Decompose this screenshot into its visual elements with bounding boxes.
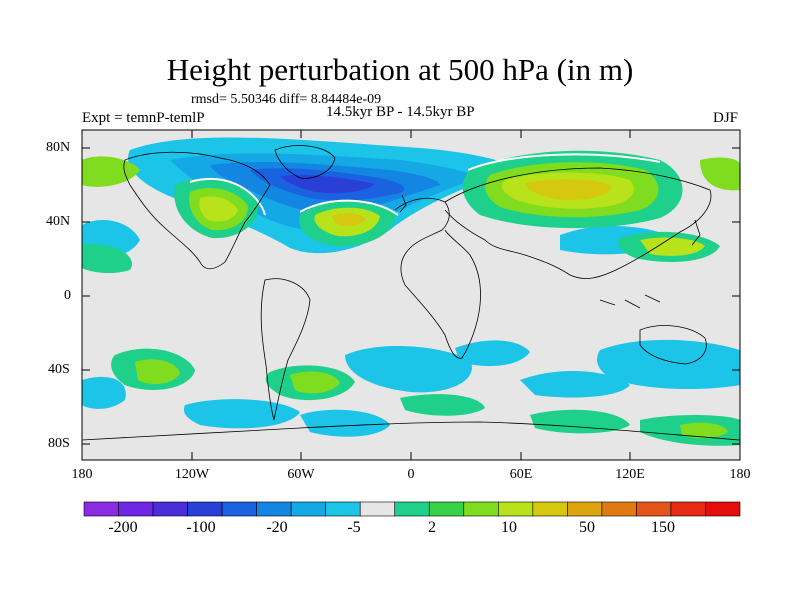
- zero-contour: [467, 153, 661, 171]
- x-tick-label: 60E: [509, 467, 533, 482]
- contour-pos-lobe: [530, 409, 630, 434]
- colorbar-swatch: [83, 501, 119, 517]
- contour-fill-layer: [82, 137, 740, 446]
- x-tick-label: 60W: [287, 467, 315, 482]
- colorbar-swatch: [359, 501, 396, 517]
- colorbar-swatch: [325, 501, 361, 517]
- zero-contour: [299, 199, 399, 216]
- colorbar-swatch: [567, 501, 603, 517]
- coast-asia: [444, 167, 712, 279]
- coast-south-america: [260, 278, 311, 421]
- contour-neg-core: [280, 175, 375, 194]
- contour-neg-lobe: [455, 340, 530, 367]
- colorbar-swatch: [428, 501, 465, 517]
- colorbar-label: 2: [428, 519, 436, 536]
- y-tick-label: 0: [64, 288, 71, 303]
- colorbar-swatch: [705, 501, 741, 517]
- map-title: Height perturbation at 500 hPa (in m): [166, 52, 634, 87]
- contour-pos-lobe: [82, 244, 132, 274]
- contour-pos-lobe: [700, 157, 740, 191]
- colorbar-label: 150: [651, 519, 675, 536]
- contour-neg-lobe: [597, 339, 740, 390]
- colorbar-label: -5: [347, 519, 361, 536]
- contour-neg-lobe: [82, 376, 126, 409]
- colorbar-swatch: [636, 501, 672, 517]
- colorbar-swatch: [221, 501, 257, 517]
- y-tick-label: 40S: [48, 362, 70, 377]
- contour-pos-core: [199, 196, 238, 222]
- contour-neg-lobe: [520, 370, 630, 398]
- x-tick-label: 120E: [615, 467, 645, 482]
- contour-neg-lobe: [345, 345, 472, 393]
- coast-greenland: [274, 145, 336, 179]
- colorbar-label: -20: [266, 519, 288, 536]
- contour-pos-core: [640, 237, 705, 256]
- colorbar-swatch: [290, 501, 326, 517]
- x-tick-label: 180: [71, 467, 93, 482]
- contour-pos-core: [525, 179, 612, 200]
- y-tick-label: 80N: [46, 140, 71, 155]
- contour-pos-core: [135, 359, 180, 385]
- zero-contour: [189, 177, 266, 216]
- colorbar: [83, 501, 741, 517]
- colorbar-swatch: [394, 501, 430, 517]
- colorbar-swatch: [532, 501, 568, 517]
- colorbar-swatch: [118, 501, 154, 517]
- contour-neg-lobe: [300, 409, 390, 437]
- x-tick-label: 180: [729, 467, 751, 482]
- coast-europe-africa: [394, 197, 481, 359]
- x-tick-label: 120W: [174, 467, 210, 482]
- colorbar-label: -200: [108, 519, 138, 536]
- x-tick-label: 0: [407, 467, 415, 482]
- period-subtitle: 14.5kyr BP - 14.5kyr BP: [326, 104, 475, 120]
- y-tick-label: 40N: [46, 214, 71, 229]
- colorbar-swatch: [498, 501, 534, 517]
- coast-north-america: [123, 151, 271, 270]
- coast-islands: [399, 194, 701, 246]
- coast-antarctica: [82, 421, 740, 441]
- coast-islands: [599, 294, 661, 309]
- experiment-label: Expt = temnP-temlP: [82, 110, 205, 126]
- contour-pos-core: [290, 371, 340, 394]
- coast-australia: [639, 325, 707, 365]
- contour-pos-core: [332, 213, 366, 227]
- colorbar-label: -100: [186, 519, 216, 536]
- y-tick-label: 80S: [48, 436, 70, 451]
- rmsd-stats: rmsd= 5.50346 diff= 8.84484e-09: [191, 92, 382, 107]
- colorbar-label: 50: [579, 519, 595, 536]
- season-label: DJF: [713, 110, 739, 126]
- contour-pos-lobe: [400, 394, 485, 416]
- contour-pos-lobe: [82, 156, 140, 187]
- contour-pos-core: [680, 422, 728, 439]
- colorbar-swatch: [152, 501, 188, 517]
- colorbar-swatch: [256, 501, 292, 517]
- colorbar-label: 10: [501, 519, 517, 536]
- colorbar-swatch: [601, 501, 637, 517]
- coastlines: [82, 145, 740, 441]
- axis-ticks: [81, 130, 741, 460]
- colorbar-swatch: [187, 501, 223, 517]
- colorbar-swatch: [463, 501, 499, 517]
- colorbar-swatch: [670, 501, 706, 517]
